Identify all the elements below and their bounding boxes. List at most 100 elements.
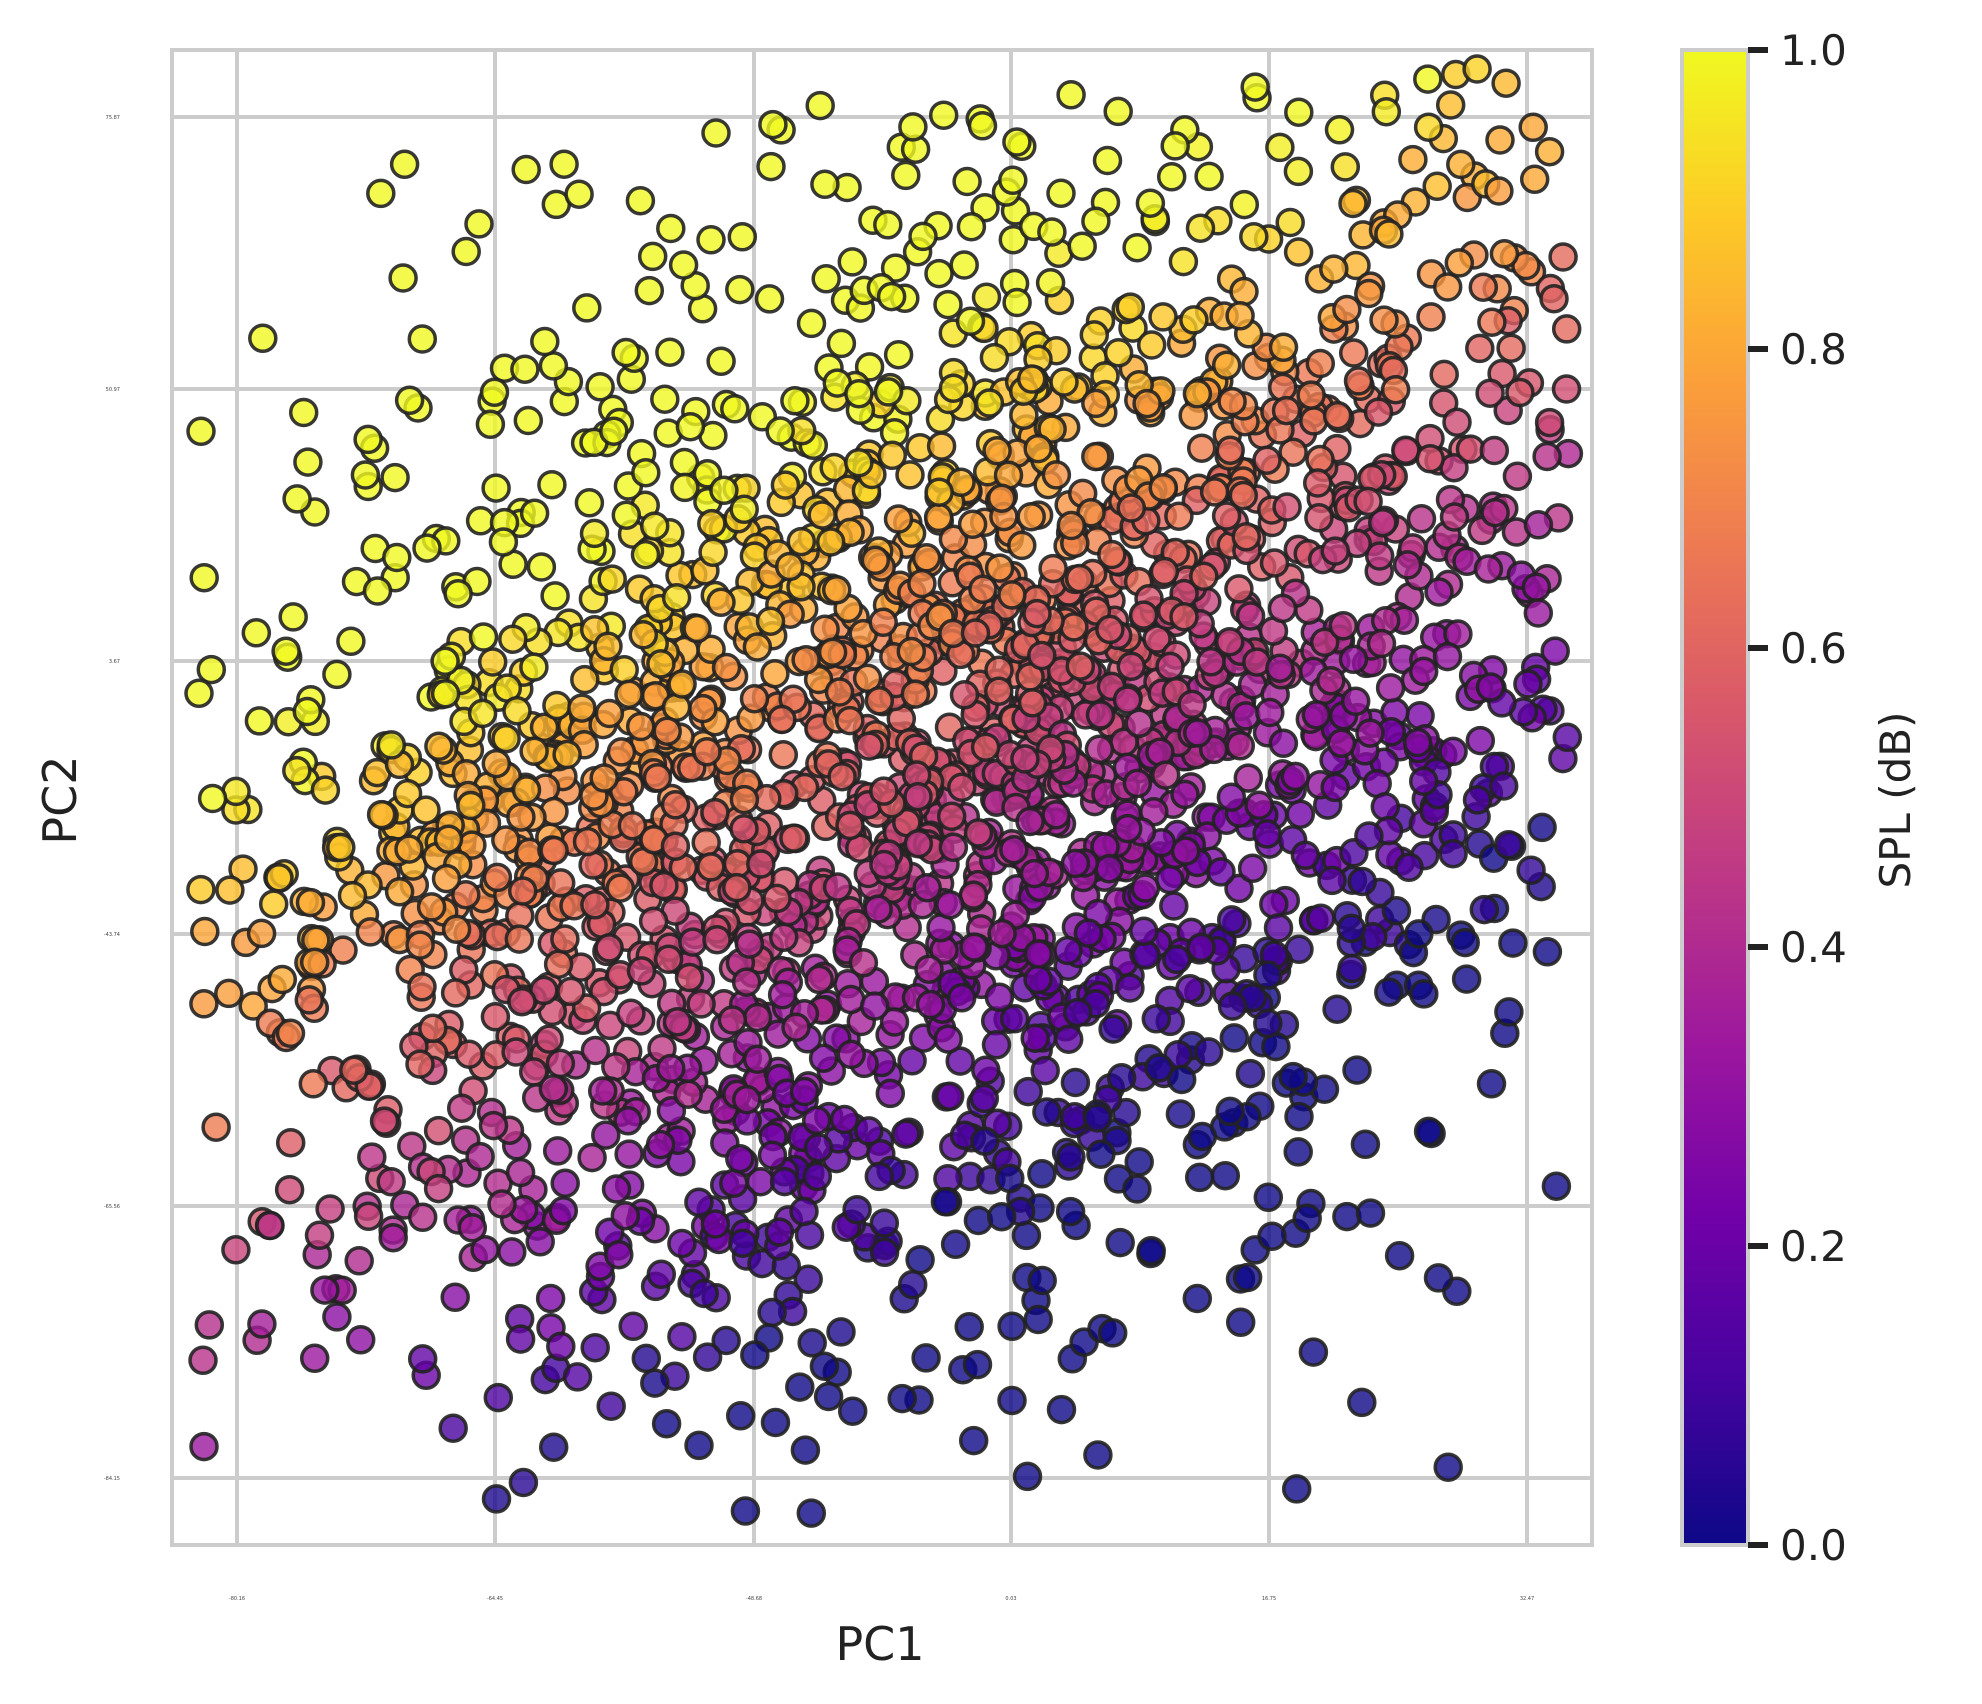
data-point: [464, 209, 494, 239]
data-point: [934, 1081, 965, 1111]
data-point: [1217, 386, 1247, 417]
data-point: [294, 985, 325, 1015]
data-point: [1131, 940, 1161, 970]
data-point: [580, 890, 610, 920]
data-point: [488, 527, 519, 557]
data-point: [864, 1161, 895, 1192]
data-point: [189, 989, 219, 1019]
data-point: [829, 1104, 860, 1135]
data-point: [984, 982, 1015, 1013]
x-tick-labels: -80.16 -64.45 -48.68 0.03 16.75 32.47: [229, 1596, 1534, 1602]
data-point: [842, 1194, 872, 1225]
data-point: [678, 927, 708, 957]
data-point: [915, 989, 946, 1020]
data-point: [1182, 379, 1213, 409]
data-point: [817, 637, 848, 667]
data-point: [780, 386, 810, 416]
data-point: [645, 1129, 676, 1160]
data-point: [1257, 1221, 1287, 1252]
data-point: [1551, 314, 1582, 344]
data-point: [844, 378, 874, 409]
data-point: [405, 1049, 435, 1079]
data-point: [430, 646, 460, 677]
data-point: [907, 568, 937, 599]
data-point: [729, 494, 759, 525]
data-point: [1408, 766, 1439, 796]
data-point: [248, 323, 278, 354]
data-point: [275, 1018, 306, 1049]
data-point: [960, 618, 991, 648]
data-point: [1124, 708, 1154, 738]
data-point: [1498, 928, 1528, 958]
data-point: [1317, 865, 1347, 896]
colorbar-tick-label: 0.2: [1780, 1222, 1847, 1271]
data-point: [936, 801, 967, 832]
data-point: [1375, 673, 1406, 703]
data-point: [1122, 232, 1152, 263]
data-point: [1235, 601, 1266, 631]
data-point: [924, 477, 954, 507]
data-point: [481, 748, 512, 779]
data-point: [299, 1343, 330, 1374]
data-point: [585, 372, 615, 402]
data-point: [813, 1381, 844, 1412]
data-point: [1355, 1198, 1386, 1228]
data-point: [384, 877, 415, 907]
data-point: [1011, 1220, 1042, 1251]
data-point: [898, 112, 928, 142]
data-point: [997, 580, 1027, 610]
data-point: [940, 1229, 971, 1260]
data-point: [1338, 188, 1368, 219]
data-points: [184, 54, 1584, 1528]
data-point: [947, 772, 977, 803]
data-point: [535, 1283, 566, 1314]
data-point: [767, 704, 797, 735]
data-point: [315, 1194, 345, 1224]
data-point: [1162, 944, 1192, 975]
data-point: [891, 1119, 921, 1149]
data-point: [196, 654, 227, 685]
data-point: [911, 543, 942, 573]
data-point: [702, 924, 732, 955]
data-point: [797, 1328, 827, 1358]
data-point: [649, 870, 679, 901]
data-point: [1493, 829, 1524, 860]
data-point: [1444, 248, 1475, 278]
data-point: [711, 1325, 741, 1356]
data-point: [863, 894, 893, 924]
data-point: [1156, 162, 1187, 192]
data-point: [572, 293, 602, 323]
data-point: [1392, 550, 1423, 580]
data-point: [809, 1351, 840, 1381]
data-point: [764, 1217, 795, 1247]
data-point: [1233, 763, 1264, 793]
data-point: [609, 777, 639, 807]
data-point: [774, 551, 805, 582]
colorbar-gradient: [1682, 50, 1748, 1545]
data-point: [282, 755, 312, 786]
data-point: [1406, 504, 1437, 534]
data-point: [1496, 333, 1526, 363]
y-axis-label: PC2: [33, 755, 87, 844]
data-point: [431, 863, 462, 894]
data-point: [1404, 919, 1434, 949]
data-point: [1164, 501, 1194, 531]
data-point: [854, 731, 884, 761]
data-point: [477, 647, 508, 677]
data-point: [1084, 734, 1115, 765]
colorbar-tick-label: 1.0: [1780, 26, 1847, 75]
data-point: [995, 1163, 1025, 1194]
data-point: [480, 1002, 511, 1032]
data-point: [292, 696, 323, 727]
data-point: [505, 1324, 536, 1354]
data-point: [808, 1043, 839, 1073]
data-point: [1521, 572, 1552, 602]
data-point: [610, 1200, 641, 1231]
data-point: [1532, 937, 1563, 967]
data-point: [982, 435, 1012, 466]
data-point: [796, 308, 827, 339]
data-point: [656, 1053, 686, 1084]
data-point: [876, 281, 907, 312]
data-point: [626, 956, 657, 986]
data-point: [779, 823, 809, 853]
